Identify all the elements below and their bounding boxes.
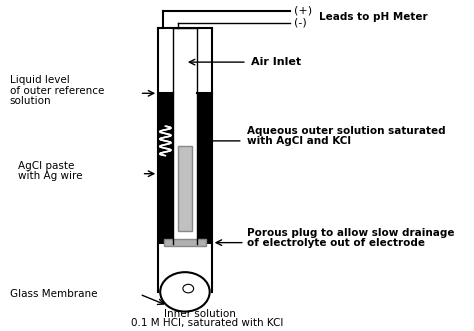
Circle shape bbox=[160, 272, 210, 311]
Text: Glass Membrane: Glass Membrane bbox=[9, 289, 97, 299]
Text: Air Inlet: Air Inlet bbox=[251, 57, 301, 67]
Text: with AgCl and KCl: with AgCl and KCl bbox=[247, 136, 351, 146]
Text: Porous plug to allow slow drainage: Porous plug to allow slow drainage bbox=[247, 228, 454, 238]
Text: of electrolyte out of electrode: of electrolyte out of electrode bbox=[247, 238, 425, 248]
Bar bbox=[158, 93, 212, 244]
Text: Liquid level: Liquid level bbox=[9, 75, 69, 85]
Text: Aqueous outer solution saturated: Aqueous outer solution saturated bbox=[247, 126, 446, 136]
Text: Leads to pH Meter: Leads to pH Meter bbox=[319, 12, 428, 22]
Text: solution: solution bbox=[9, 96, 51, 106]
Text: Inner solution: Inner solution bbox=[164, 309, 236, 319]
Text: 0.1 M HCl, saturated with KCl: 0.1 M HCl, saturated with KCl bbox=[131, 318, 284, 328]
Text: of outer reference: of outer reference bbox=[9, 86, 104, 96]
Bar bbox=[197, 28, 212, 93]
Bar bbox=[164, 239, 206, 246]
Text: AgCl paste: AgCl paste bbox=[18, 161, 74, 170]
Bar bbox=[158, 28, 173, 93]
Text: (+): (+) bbox=[294, 6, 312, 16]
Text: with Ag wire: with Ag wire bbox=[18, 171, 82, 181]
Bar bbox=[173, 28, 197, 244]
Text: (-): (-) bbox=[294, 18, 307, 28]
Bar bbox=[178, 146, 192, 231]
